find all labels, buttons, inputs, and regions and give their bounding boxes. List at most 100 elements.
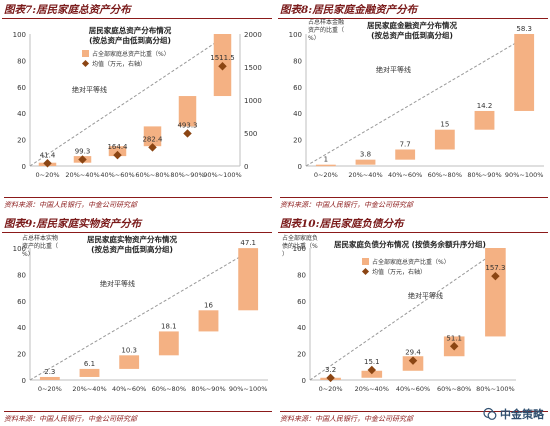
- x-tick-label: 40%~60%: [396, 385, 430, 393]
- title-rule: [2, 18, 272, 19]
- equality-line-label: 绝对平等线: [376, 65, 411, 74]
- chart-subtitle: (按总资产由低到高分组): [371, 30, 453, 40]
- panel-title: 图表9:居民家庭实物资产分布: [4, 216, 141, 231]
- source-note: 资料来源：中国人民银行，中金公司研究部: [280, 197, 548, 209]
- x-tick-label: 40%~60%: [100, 171, 134, 179]
- mean-marker: [148, 143, 157, 152]
- mean-marker: [218, 61, 227, 71]
- x-tick-label: 20%~40%: [355, 385, 389, 393]
- y-axis-label: 占总样本实物: [22, 234, 58, 242]
- x-tick-label: 90%~100%: [203, 171, 241, 179]
- wechat-icon: [483, 407, 497, 420]
- y-tick-label: 80: [297, 271, 306, 279]
- legend-swatch-marker: [81, 59, 90, 68]
- chart-subtitle: (按总资产由低到高分组): [91, 244, 173, 254]
- figure-label: 图表8:: [280, 4, 313, 16]
- y-tick-label: 100: [289, 31, 302, 39]
- mean-marker: [449, 342, 459, 351]
- figure-title: 居民家庭实物资产分布: [36, 218, 142, 230]
- y2-tick-label: 1500: [244, 64, 262, 72]
- figure-label: 图表9:: [4, 218, 37, 230]
- figure-title: 居民家庭金融资产分布: [312, 4, 418, 16]
- bar: [485, 248, 506, 337]
- figure-title: 居民家庭总资产分布: [36, 4, 131, 16]
- y-axis-label: 资产的比重（: [22, 242, 58, 250]
- y-tick-label: 60: [293, 84, 302, 92]
- data-label: 51.1: [446, 334, 462, 342]
- y-axis-label: %）: [22, 251, 34, 258]
- x-tick-label: 60%~80%: [152, 385, 186, 393]
- chart-svg: 0 20 40 60 80 100 0~20% 20%~40% 40%~60% 60%~80% 80…: [289, 18, 544, 179]
- mean-marker: [408, 356, 418, 365]
- y2-tick-label: 1000: [244, 97, 262, 105]
- y-tick-label: 40: [297, 324, 306, 332]
- x-tick-label: 0~20%: [35, 171, 59, 179]
- y-tick-label: 60: [17, 84, 26, 92]
- legend-label: 均值（万元，右轴）: [372, 268, 426, 276]
- x-tick-label: 40%~60%: [388, 171, 422, 179]
- bar: [143, 126, 162, 147]
- mean-marker: [183, 129, 192, 138]
- y2-tick-label: 0: [244, 163, 248, 171]
- y-tick-label: 40: [17, 324, 26, 332]
- data-label: 3.8: [360, 151, 371, 159]
- data-label: 1: [324, 156, 328, 164]
- y2-tick-label: 500: [244, 130, 257, 138]
- y-tick-label: 20: [293, 137, 302, 145]
- x-tick-label: 20%~40%: [348, 171, 382, 179]
- chart-title: 居民家庭实物资产分布情况: [87, 234, 177, 244]
- data-label: 1511.5: [210, 54, 235, 62]
- bar: [178, 96, 197, 127]
- x-tick-label: 90%~100%: [229, 385, 267, 393]
- y-axis-label: 资产的比重（: [308, 26, 344, 34]
- chart-panel-total-assets: 图表7:居民家庭总资产分布 0 20 40 60 80 100 0~20% 20%~40% 40…: [2, 0, 274, 212]
- bar: [238, 248, 259, 311]
- equality-line: [29, 37, 223, 167]
- y-tick-label: 40: [17, 110, 26, 118]
- chart-title: 居民家庭总资产分布情况: [89, 25, 172, 35]
- x-tick-label: 0~20%: [314, 171, 338, 179]
- equality-line: [305, 37, 525, 167]
- chart-panel-debt: 图表10:居民家庭负债分布 0 20 40 60 80 100 0~20% 20%~40% 40…: [278, 214, 550, 426]
- legend-swatch-bar: [362, 258, 369, 265]
- mean-marker: [113, 150, 122, 160]
- figure-label: 图表10:: [280, 218, 320, 230]
- equality-line-label: 绝对平等线: [408, 291, 443, 300]
- watermark: 中金策略: [483, 406, 544, 422]
- bar: [474, 110, 495, 130]
- x-tick-label: 60%~80%: [437, 385, 471, 393]
- y-axis-label: 债的比重（%: [282, 242, 318, 250]
- equality-line-label: 绝对平等线: [72, 85, 107, 94]
- y-tick-label: 0: [298, 163, 302, 171]
- x-tick-label: 60%~80%: [135, 171, 169, 179]
- y-tick-label: 20: [17, 351, 26, 359]
- data-label: 164.4: [107, 143, 128, 151]
- equality-line-label: 绝对平等线: [100, 279, 135, 288]
- x-tick-label: 80%~90%: [467, 171, 501, 179]
- chart-title: 居民家庭负债分布情况 (按债务余额升序分组): [334, 239, 486, 249]
- chart-svg: 0 20 40 60 80 100 0~20% 20%~40% 40%~60% 60%~80% 80…: [13, 234, 268, 393]
- data-label: 2.3: [44, 368, 55, 376]
- mean-marker: [367, 365, 377, 375]
- title-rule: [278, 18, 548, 19]
- data-label: 15: [440, 121, 449, 129]
- equality-line: [29, 251, 249, 381]
- bar: [355, 159, 376, 165]
- mean-marker: [43, 159, 52, 168]
- y-tick-label: 60: [17, 298, 26, 306]
- y-axis-label: ）: [282, 251, 288, 258]
- data-label: 41.4: [40, 151, 56, 159]
- source-note: 资料来源：中国人民银行，中金公司研究部: [280, 411, 548, 423]
- title-rule: [278, 232, 548, 233]
- x-tick-label: 0~20%: [319, 385, 343, 393]
- data-label: 14.2: [477, 102, 493, 110]
- panel-title: 图表7:居民家庭总资产分布: [4, 2, 131, 17]
- legend-label: 均值（万元，右轴）: [92, 60, 146, 68]
- x-tick-label: 40%~60%: [112, 385, 146, 393]
- equality-line: [309, 251, 496, 381]
- data-label: 29.4: [405, 349, 421, 357]
- bar: [39, 376, 60, 380]
- bar: [79, 368, 100, 377]
- x-tick-label: 90%~100%: [505, 171, 543, 179]
- y-tick-label: 20: [297, 351, 306, 359]
